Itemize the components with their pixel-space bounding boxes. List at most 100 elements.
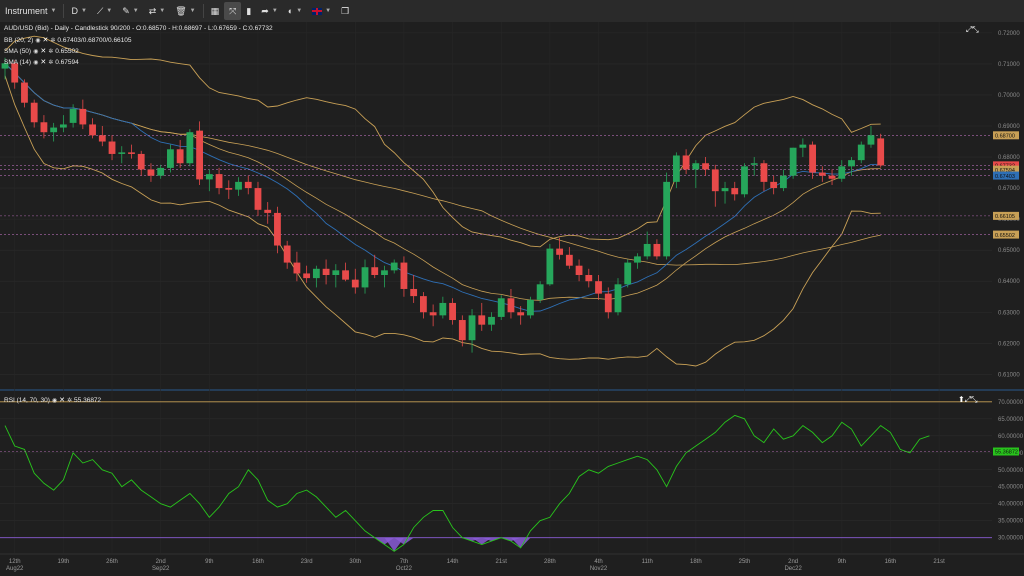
candle-body: [517, 312, 525, 316]
price-axis-tick-label: 0.70000: [998, 93, 1020, 99]
rsi-values: 55.36872: [74, 396, 102, 404]
candle-body: [69, 108, 77, 123]
candle-body: [167, 149, 174, 168]
time-axis-tick-label: 19th: [58, 559, 70, 565]
rsi-axis-tick-label: 35.00000: [998, 519, 1024, 525]
rsi-axis-tick-label: 50.00000: [998, 468, 1024, 474]
sma14-values: 0.67594: [55, 58, 79, 66]
collapse-icon[interactable]: ⤡: [971, 395, 978, 404]
popout-button[interactable]: ❐: [336, 2, 354, 20]
price-axis-tick-label: 0.65000: [998, 248, 1020, 254]
candle-body: [371, 267, 379, 276]
candle-body: [342, 270, 349, 280]
expand-icon[interactable]: ⤢: [964, 395, 972, 404]
gear-icon[interactable]: ✲: [48, 59, 54, 66]
price-axis-tick-label: 0.61000: [998, 372, 1020, 378]
candle-body: [497, 298, 505, 317]
sma50-line: [4, 63, 881, 266]
indicators-button[interactable]: ⇄ ▼: [144, 2, 171, 20]
rsi-current-tag: [993, 447, 1019, 456]
drawing-tools-button[interactable]: ⟋ ▼: [92, 2, 117, 20]
trend-line-icon: ⟋: [96, 5, 104, 16]
eye-icon[interactable]: ◉: [33, 59, 39, 66]
candle-body: [264, 209, 272, 213]
candle-body: [565, 254, 573, 266]
candle-body: [89, 124, 96, 136]
chart-title: AUD/USD (Bid) - Daily - Candlestick: [4, 25, 109, 32]
chevron-down-icon: ▼: [159, 8, 166, 14]
theme-button[interactable]: ◐ ▼: [283, 2, 307, 20]
candle-body: [634, 256, 641, 263]
share-button[interactable]: ➦ ▼: [256, 2, 283, 20]
toolbar-divider: [63, 4, 65, 18]
price-axis-tick-label: 0.67000: [998, 186, 1020, 192]
annotation-tools-button[interactable]: ✎ ▼: [117, 2, 144, 20]
gear-icon[interactable]: ✲: [48, 48, 54, 55]
expand-pane-icon[interactable]: ⤢⤡: [966, 25, 979, 34]
close-icon[interactable]: ✕: [40, 59, 47, 66]
candle-body: [429, 312, 437, 316]
candle-body: [799, 144, 807, 148]
time-axis-tick-label: 11th: [642, 559, 653, 565]
candle-body: [322, 268, 330, 276]
close-icon[interactable]: ✕: [42, 37, 49, 44]
candle-body: [546, 248, 554, 285]
candle-body: [98, 135, 106, 142]
timeframe-menu[interactable]: D ▼: [66, 2, 91, 20]
rsi-axis-tick-label: 30.00000: [998, 536, 1024, 542]
candle-body: [361, 267, 369, 288]
move-up-icon[interactable]: ⬆: [958, 395, 965, 404]
candle-body: [293, 262, 301, 274]
gear-icon[interactable]: ✲: [67, 397, 73, 404]
candle-body: [458, 320, 466, 341]
price-axis-tick-label: 0.62000: [998, 341, 1020, 347]
trash-icon: 🗑: [175, 5, 187, 16]
time-axis-tick-label: 21st: [933, 559, 945, 565]
candle-body: [419, 296, 427, 313]
layout-button[interactable]: ▦: [206, 2, 225, 20]
candle-body: [809, 144, 816, 173]
fullscreen-button[interactable]: ⤧: [224, 2, 242, 20]
price-axis-tick-label: 0.72000: [998, 31, 1020, 37]
eye-icon[interactable]: ◉: [51, 397, 58, 404]
candle-body: [439, 302, 447, 316]
candle-body: [741, 166, 748, 195]
rsi-pane-controls[interactable]: ⬆⤢⤡: [958, 395, 978, 405]
candle-body: [30, 102, 38, 123]
language-button[interactable]: ▼: [307, 2, 336, 20]
candle-body: [711, 169, 719, 192]
eye-icon[interactable]: ◉: [35, 37, 41, 44]
time-axis-tick-label: 2nd: [788, 559, 798, 565]
close-icon[interactable]: ✕: [59, 397, 66, 404]
delete-button[interactable]: 🗑 ▼: [170, 2, 200, 20]
instrument-label: Instrument: [5, 6, 48, 16]
chevron-down-icon: ▼: [271, 8, 278, 14]
sma50-values: 0.65502: [55, 47, 79, 55]
candle-body: [196, 130, 203, 180]
candle-body: [789, 147, 797, 176]
candle-body: [624, 262, 632, 285]
price-axis-tick-label: 0.69000: [998, 124, 1020, 130]
price-level-label: 0.68700: [995, 134, 1015, 140]
candle-body: [838, 166, 846, 179]
price-level-tag: [993, 131, 1019, 140]
price-chart[interactable]: 0.72000 0.71000 0.70000 0.69000 0.68000 0.670…: [0, 22, 1024, 576]
candle-body: [663, 181, 671, 257]
gear-icon[interactable]: ✲: [50, 37, 56, 44]
eye-icon[interactable]: ◉: [33, 48, 39, 55]
candle-body: [614, 284, 622, 313]
chart-type-button[interactable]: ▮: [241, 2, 256, 20]
candle-body: [381, 270, 388, 276]
candle-body: [760, 163, 768, 182]
close-icon[interactable]: ✕: [40, 48, 47, 55]
toolbar: Instrument ▼ D ▼ ⟋ ▼ ✎ ▼ ⇄ ▼ 🗑 ▼ ▦ ⤧ ▮ ➦ ▼ ◐ ▼ ▼…: [0, 0, 1024, 23]
candle-body: [575, 265, 583, 276]
time-axis-tick-label: 2nd: [156, 559, 166, 565]
chevron-down-icon: ▼: [106, 8, 113, 14]
time-axis-tick-label: 14th: [447, 559, 459, 565]
candle-body: [235, 181, 242, 190]
price-level-tag: [993, 230, 1019, 239]
time-axis-tick-label: 23rd: [301, 559, 313, 565]
candle-body: [595, 281, 602, 294]
instrument-menu[interactable]: Instrument ▼: [0, 2, 61, 20]
